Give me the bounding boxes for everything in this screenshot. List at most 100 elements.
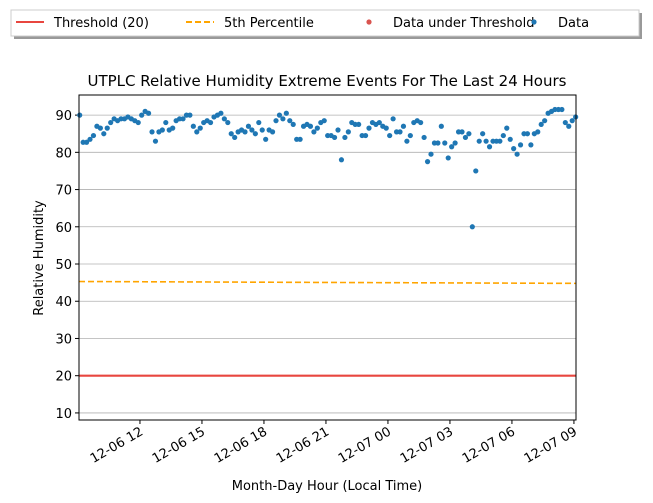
data-point — [428, 151, 434, 157]
data-point — [108, 119, 114, 126]
data-point — [163, 119, 169, 126]
data-point — [139, 112, 145, 118]
data-point — [459, 129, 465, 135]
reference-line — [78, 280, 577, 285]
legend-swatch — [531, 19, 537, 25]
data-point — [559, 106, 565, 113]
data-point — [569, 118, 575, 124]
data-point — [566, 123, 572, 129]
data-point — [249, 127, 255, 133]
data-point — [507, 136, 513, 142]
y-tick-label: 80 — [55, 146, 72, 161]
data-point — [228, 131, 234, 137]
data-point — [342, 134, 348, 141]
data-point — [180, 116, 186, 122]
data-point — [197, 125, 203, 131]
data-point — [87, 136, 93, 142]
y-tick-label: 20 — [55, 370, 72, 385]
data-point — [535, 129, 541, 135]
data-point — [345, 129, 351, 135]
data-point — [397, 129, 403, 135]
data-point — [232, 134, 238, 141]
data-point — [438, 123, 444, 129]
y-tick-label: 90 — [55, 109, 72, 124]
data-point — [517, 142, 524, 148]
data-point — [390, 116, 396, 122]
data-point — [466, 131, 472, 137]
data-point — [376, 119, 382, 126]
data-point — [297, 136, 303, 142]
data-point — [404, 138, 410, 144]
legend-label: Data — [558, 16, 589, 31]
data-point — [538, 121, 544, 128]
data-point — [252, 131, 258, 137]
y-tick-label: 60 — [55, 221, 72, 236]
y-axis-label: Relative Humidity — [32, 200, 47, 316]
data-point — [287, 118, 293, 124]
y-tick-label: 30 — [55, 332, 72, 347]
y-tick-label: 50 — [55, 258, 72, 273]
legend-label: 5th Percentile — [224, 16, 314, 31]
data-point — [383, 125, 389, 131]
data-point — [366, 125, 372, 131]
y-tick-label: 10 — [55, 407, 72, 422]
data-point — [290, 121, 296, 128]
data-point — [435, 140, 441, 146]
data-point — [83, 139, 90, 145]
data-point — [280, 116, 286, 122]
data-point — [207, 119, 214, 126]
data-point — [190, 123, 196, 129]
legend-label: Threshold (20) — [53, 16, 149, 31]
data-point — [90, 132, 97, 139]
data-point — [245, 123, 252, 129]
data-point — [159, 127, 165, 133]
data-point — [187, 112, 193, 118]
data-point — [462, 134, 469, 141]
legend-label: Data under Threshold — [393, 16, 534, 31]
plot-frame — [78, 94, 577, 421]
data-point — [152, 138, 159, 144]
data-point — [562, 119, 568, 126]
data-point — [170, 125, 176, 131]
x-tick-label: 12-06 21 — [274, 424, 332, 466]
x-tick-label: 12-06 15 — [150, 424, 208, 466]
x-tick-label: 12-07 06 — [460, 424, 518, 466]
data-point — [256, 119, 262, 126]
data-point — [452, 140, 458, 146]
data-point — [225, 119, 231, 126]
data-point — [311, 129, 317, 135]
data-point — [445, 155, 451, 161]
data-point — [500, 132, 506, 139]
data-point — [407, 132, 413, 139]
data-point — [476, 138, 482, 144]
data-point — [218, 110, 224, 116]
chart-title: UTPLC Relative Humidity Extreme Events F… — [88, 72, 567, 90]
data-point — [511, 146, 517, 152]
data-point — [135, 119, 141, 126]
data-point — [362, 132, 369, 139]
data-point — [77, 112, 83, 118]
data-point — [449, 144, 455, 150]
data-point — [221, 116, 227, 122]
data-point — [524, 131, 531, 137]
data-point — [335, 127, 341, 133]
data-point — [400, 123, 407, 129]
data-point — [387, 132, 393, 139]
y-tick-label: 70 — [55, 184, 72, 199]
data-point — [242, 129, 248, 135]
data-point — [424, 159, 431, 165]
data-point — [263, 136, 269, 142]
data-point — [104, 125, 110, 131]
x-tick-label: 12-06 18 — [212, 424, 270, 466]
data-point — [497, 138, 503, 144]
x-tick-label: 12-07 09 — [522, 424, 580, 466]
data-point — [356, 121, 362, 128]
data-point — [283, 110, 289, 116]
data-point — [97, 125, 103, 131]
legend: Threshold (20) 5th Percentile Data under T… — [10, 9, 642, 39]
data-point — [542, 118, 548, 124]
data-point — [145, 110, 152, 116]
data-point — [480, 131, 486, 137]
data-point — [418, 119, 424, 126]
